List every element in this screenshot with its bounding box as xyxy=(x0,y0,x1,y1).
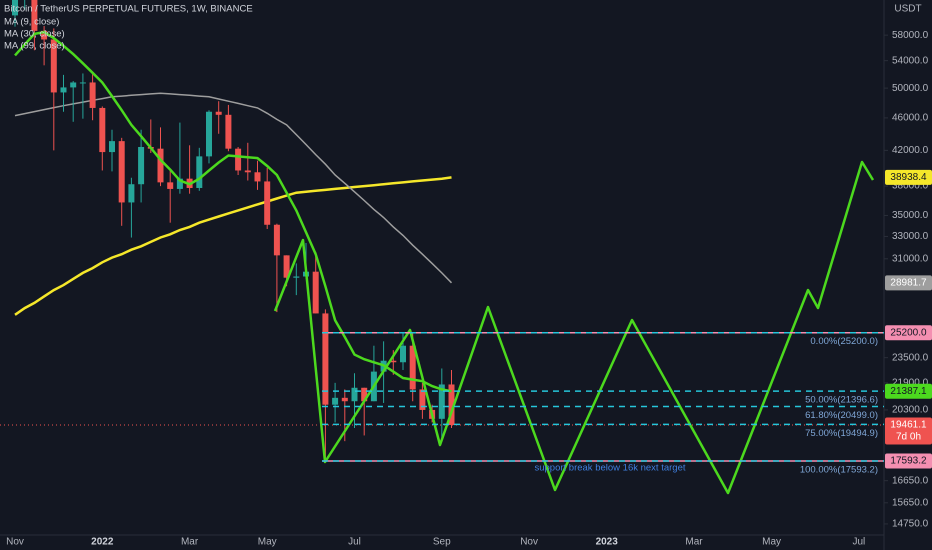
level-value-label-box xyxy=(885,325,932,341)
annotation: support break below 16k next target xyxy=(534,463,685,474)
y-tick-label: 31000.0 xyxy=(892,253,929,264)
y-tick-label: 21900.0 xyxy=(892,377,929,388)
y-tick-label: 23500.0 xyxy=(892,352,929,363)
y-tick-label: 14750.0 xyxy=(892,519,929,530)
candle-body xyxy=(390,360,397,363)
candle-body xyxy=(254,172,261,182)
plot-area xyxy=(0,0,884,461)
legend-entry: MA (99, close) xyxy=(4,41,65,52)
level-value-label: 17593.2 xyxy=(890,456,927,467)
candle-body xyxy=(79,82,86,84)
candle-body xyxy=(138,146,145,185)
chart-title: Bitcoin / TetherUS PERPETUAL FUTURES, 1W… xyxy=(4,4,253,15)
candle-body xyxy=(109,141,115,153)
candle-body xyxy=(448,384,455,425)
ma-line xyxy=(14,176,452,316)
candle-body xyxy=(312,271,319,314)
x-tick-label: Mar xyxy=(181,537,199,548)
current-price-box xyxy=(885,417,932,445)
ma-line xyxy=(14,92,453,284)
candle-body xyxy=(419,389,426,410)
x-tick-label: Sep xyxy=(433,537,451,548)
candle-body xyxy=(176,178,183,189)
x-tick-label: Nov xyxy=(520,537,538,548)
x-tick-label: May xyxy=(258,537,277,548)
candle-body xyxy=(89,82,96,108)
candle-body xyxy=(341,397,348,402)
candle-body xyxy=(400,345,406,363)
x-tick-label: 2022 xyxy=(91,537,114,548)
candle-body xyxy=(273,224,280,256)
candle-body xyxy=(196,156,203,188)
y-tick-label: 58000.0 xyxy=(892,30,929,41)
candle-body xyxy=(118,141,125,203)
level-value-label-box xyxy=(885,453,932,469)
candle-body xyxy=(167,182,174,189)
fib-label: 75.00%(19494.9) xyxy=(805,428,878,439)
candle-body xyxy=(60,87,67,93)
ma-value-label: 21387.1 xyxy=(890,386,927,397)
y-tick-label: 50000.0 xyxy=(892,83,929,94)
x-tick-label: 2023 xyxy=(596,537,619,548)
y-tick-label: 42000.0 xyxy=(892,145,929,156)
projection-zigzag xyxy=(273,160,875,495)
candle-body xyxy=(225,114,232,149)
y-tick-label: 35000.0 xyxy=(892,210,929,221)
y-tick-label: 54000.0 xyxy=(892,55,929,66)
currency-label: USDT xyxy=(894,4,921,15)
candle-body xyxy=(157,148,164,183)
candle-body xyxy=(332,397,339,405)
y-tick-label: 16650.0 xyxy=(892,475,929,486)
candle-body xyxy=(361,387,368,402)
candle-body xyxy=(70,82,77,88)
candle-body xyxy=(351,387,358,402)
fib-label: 61.80%(20499.0) xyxy=(805,410,878,421)
candle-body xyxy=(99,107,106,153)
candle-body xyxy=(438,384,445,419)
legend-entry: MA (30, close) xyxy=(4,29,65,40)
level-value-label: 25200.0 xyxy=(890,327,927,338)
legend-entry: MA (9, close) xyxy=(4,17,59,28)
y-tick-label: 46000.0 xyxy=(892,113,929,124)
ma-value-label-box xyxy=(885,383,932,399)
candle-body xyxy=(12,0,18,16)
candle-body xyxy=(293,276,300,278)
candle-body xyxy=(31,0,38,31)
candle-body xyxy=(128,184,135,203)
x-tick-label: May xyxy=(762,537,781,548)
y-tick-label: 20300.0 xyxy=(892,405,929,416)
fib-label: 50.00%(21396.6) xyxy=(805,395,878,406)
candle-body xyxy=(283,255,290,278)
ma-value-label-box xyxy=(885,275,932,291)
x-tick-label: Jul xyxy=(853,537,866,548)
candle-body xyxy=(50,39,57,93)
candle-body xyxy=(206,111,212,157)
candle-body xyxy=(409,345,416,390)
candle-body xyxy=(322,313,329,405)
fib-label: 100.00%(17593.2) xyxy=(800,465,878,476)
x-tick-label: Mar xyxy=(685,537,703,548)
candle-body xyxy=(41,30,48,40)
candle-body xyxy=(215,111,222,115)
x-tick-label: Nov xyxy=(6,537,24,548)
y-tick-label: 33000.0 xyxy=(892,231,929,242)
countdown-label: 7d 0h xyxy=(896,432,921,443)
candle-body xyxy=(264,181,271,225)
ma-value-label: 38938.4 xyxy=(890,172,927,183)
y-tick-label: 15650.0 xyxy=(892,497,929,508)
ma-value-label: 28981.7 xyxy=(890,277,927,288)
y-tick-label: 38000.0 xyxy=(892,181,929,192)
x-tick-label: Jul xyxy=(348,537,361,548)
current-price-label: 19461.1 xyxy=(890,420,927,431)
ma-line xyxy=(14,30,452,393)
ma-value-label-box xyxy=(885,169,932,185)
fib-label: 0.00%(25200.0) xyxy=(810,336,878,347)
candle-body xyxy=(244,170,251,173)
candle-body xyxy=(235,148,242,171)
